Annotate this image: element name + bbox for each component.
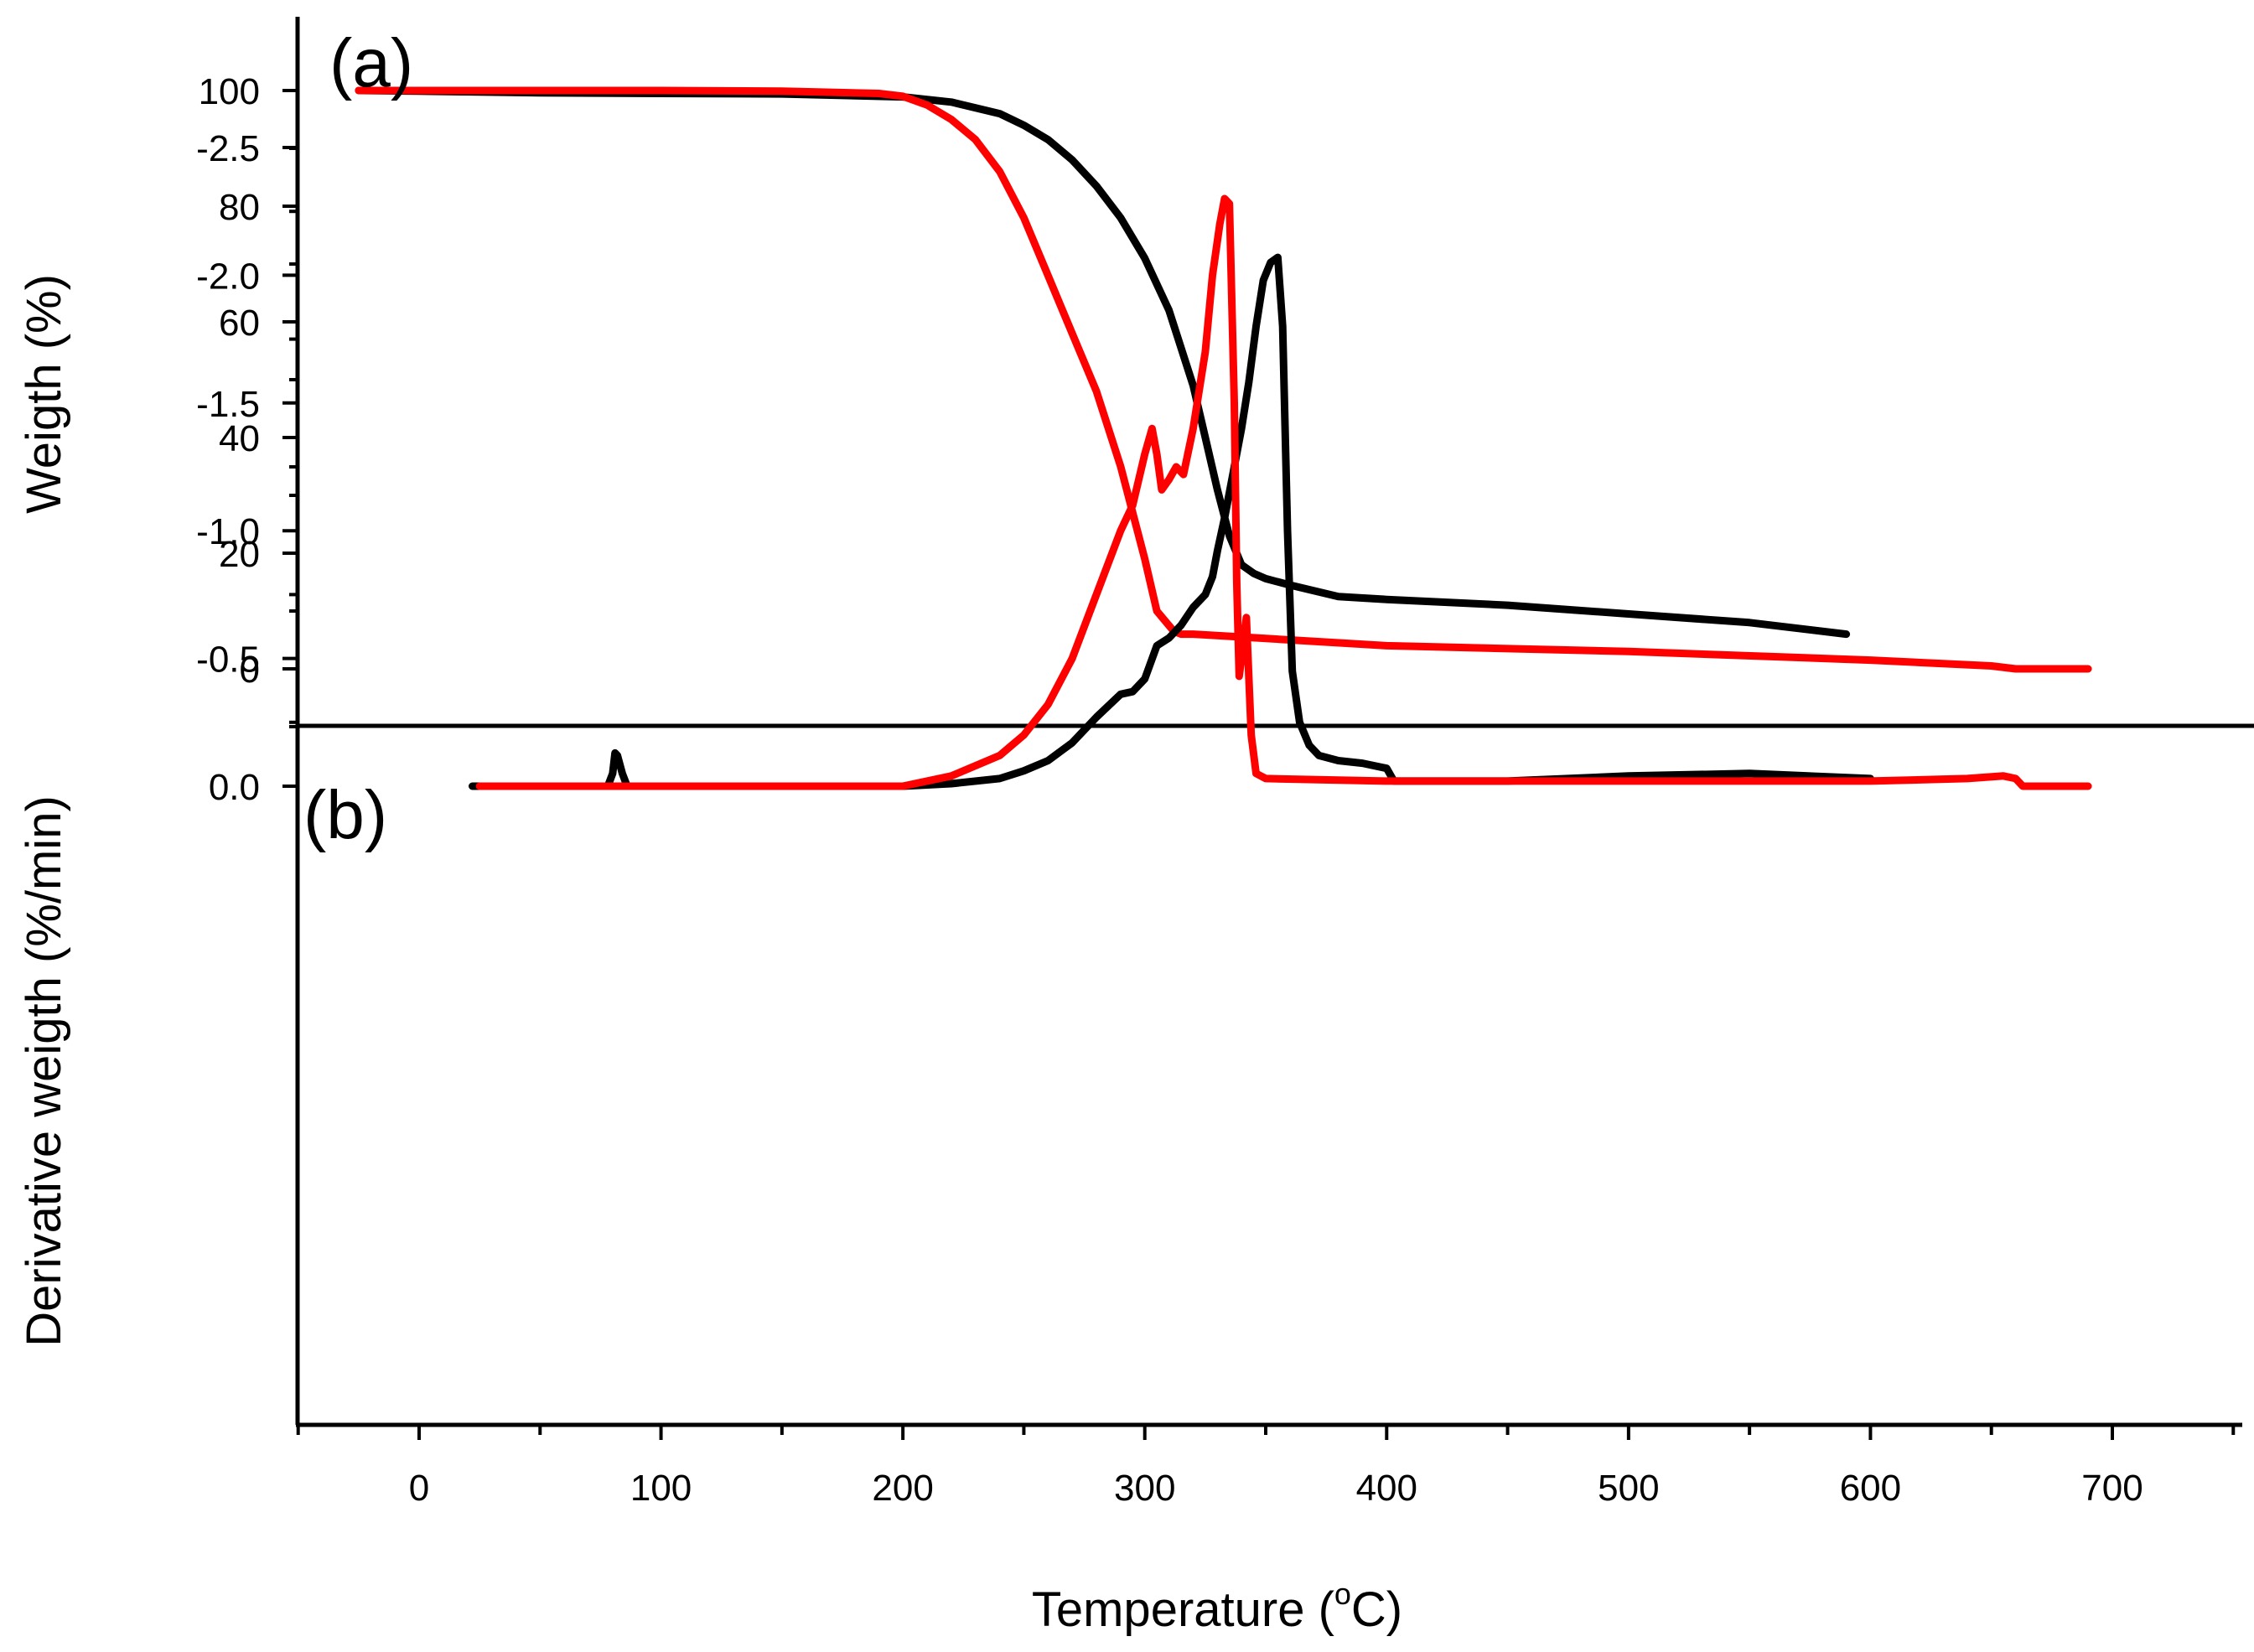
x-tick-label: 500: [1598, 1468, 1659, 1509]
panel-b-series: [469, 194, 2092, 790]
panel-a-y-tick-label: 0: [240, 650, 260, 691]
panel-b-y-ticks: 0.0 -0.5 -1.0 -1.5 -2.0 -2.5: [196, 128, 298, 808]
x-tick-label: 700: [2081, 1468, 2143, 1509]
panel-a-label: (a): [329, 25, 413, 101]
panel-b-y-tick-label: -2.0: [196, 256, 260, 297]
panel-a-y-axis-title: Weigth (%): [17, 274, 71, 514]
panel-a-y-ticks: 0 20 40 60 80 100: [199, 71, 298, 728]
panel-b-y-tick-label: -0.5: [196, 640, 260, 681]
x-tick-label: 600: [1840, 1468, 1901, 1509]
x-tick-label: 0: [409, 1468, 429, 1509]
panel-b-label: (b): [303, 777, 387, 853]
panel-a-y-tick-label: 60: [219, 303, 260, 344]
panel-a-series: [355, 86, 2092, 673]
x-axis-title-degree: o: [1334, 1577, 1351, 1611]
panel-b-y-tick-label: 0.0: [209, 767, 260, 808]
x-ticks: 0 100 200 300 400 500 600 700: [296, 1425, 2236, 1509]
panel-a-y-tick-label: 20: [219, 534, 260, 575]
panel-b-series-black: [469, 253, 1874, 790]
panel-b-y-tick-label: -2.5: [196, 128, 260, 169]
panel-b-y-axis-title: Derivative weigth (%/min): [17, 795, 71, 1347]
panel-b-y-tick-label: -1.5: [196, 384, 260, 425]
panel-a-y-tick-label: 100: [199, 71, 260, 112]
panel-b-y-tick-label: -1.0: [196, 511, 260, 552]
x-tick-label: 400: [1356, 1468, 1417, 1509]
x-axis-title: Temperature (oC): [1032, 1577, 1402, 1637]
x-axis-title-main: Temperature (: [1032, 1582, 1334, 1637]
panel-a: 0 20 40 60 80 100 (a) Weigth (%): [17, 17, 2092, 728]
panel-a-series-red: [355, 86, 2092, 673]
x-tick-label: 100: [630, 1468, 692, 1509]
x-tick-label: 300: [1114, 1468, 1175, 1509]
panel-a-y-tick-label: 40: [219, 418, 260, 459]
panel-a-y-tick-label: 80: [219, 187, 260, 228]
x-axis-title-tail: C): [1351, 1582, 1402, 1637]
panel-b: 0.0-0.5-1.0-1.5-2.0-2.5 0 100 200 300 400 500…: [17, 128, 2242, 1637]
panel-b-series-red: [475, 194, 2092, 790]
x-tick-label: 200: [872, 1468, 933, 1509]
panel-a-series-black: [355, 86, 1851, 639]
